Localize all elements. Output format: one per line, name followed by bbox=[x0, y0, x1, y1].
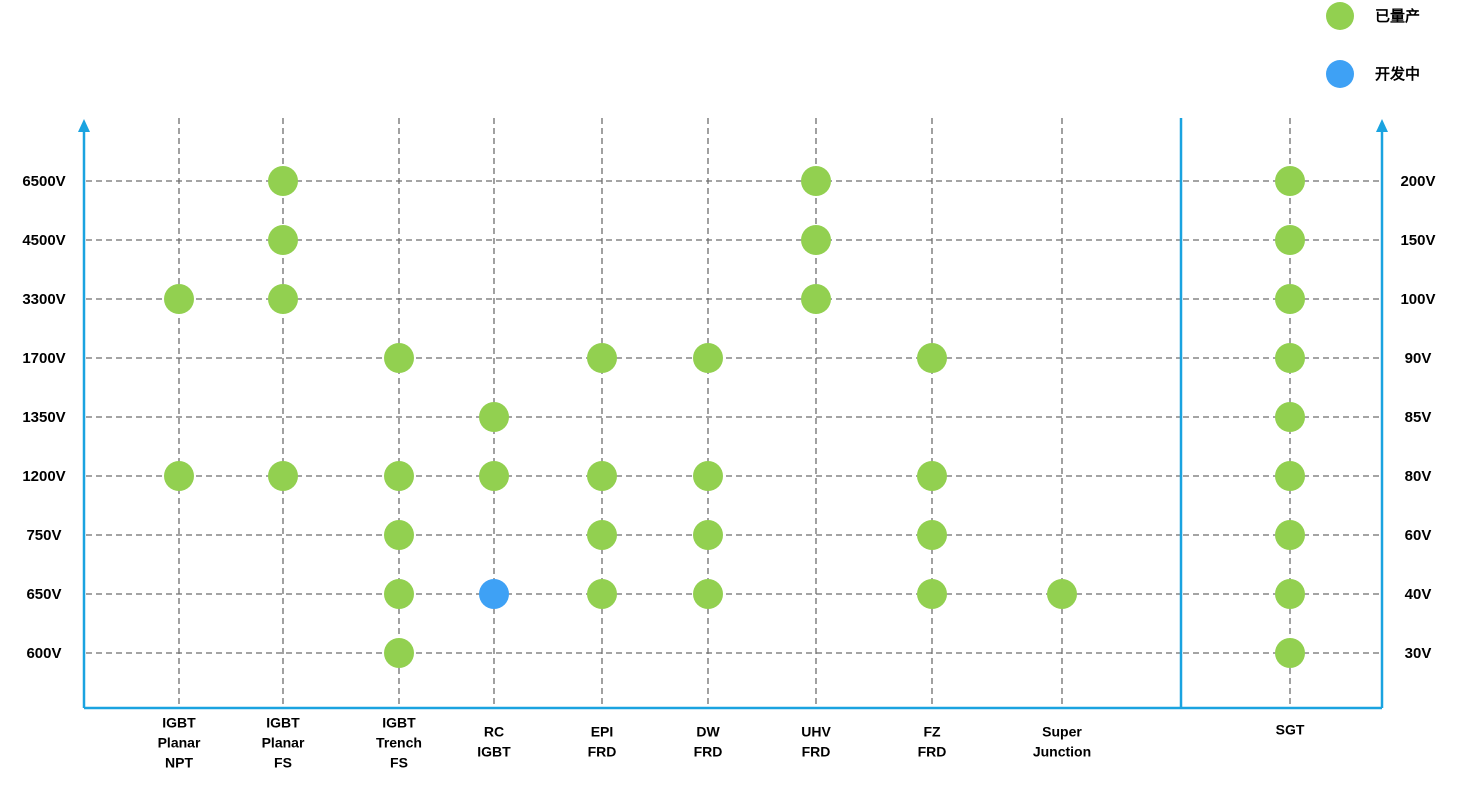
status-dot bbox=[268, 284, 298, 314]
status-dot bbox=[693, 343, 723, 373]
column-label: IGBT bbox=[162, 715, 196, 731]
status-dot bbox=[587, 579, 617, 609]
row-label: 60V bbox=[1405, 527, 1432, 544]
column-label: FRD bbox=[694, 744, 723, 760]
column-label: FS bbox=[390, 755, 408, 771]
arrow bbox=[78, 119, 90, 132]
status-dot bbox=[1275, 638, 1305, 668]
column-label: IGBT bbox=[266, 715, 300, 731]
row-label: 30V bbox=[1405, 645, 1432, 662]
row-label: 3300V bbox=[22, 291, 65, 308]
column-label: NPT bbox=[165, 755, 193, 771]
column-label: Super bbox=[1042, 724, 1082, 740]
status-dot bbox=[164, 284, 194, 314]
status-dot bbox=[1047, 579, 1077, 609]
row-label: 90V bbox=[1405, 350, 1432, 367]
legend-dot bbox=[1326, 2, 1354, 30]
column-label: Trench bbox=[376, 735, 422, 751]
status-dot bbox=[917, 343, 947, 373]
column-label: Planar bbox=[262, 735, 305, 751]
status-dot bbox=[384, 520, 414, 550]
column-label: FRD bbox=[588, 744, 617, 760]
status-dot bbox=[384, 461, 414, 491]
status-dot bbox=[1275, 402, 1305, 432]
status-dot bbox=[268, 225, 298, 255]
row-label: 6500V bbox=[22, 173, 65, 190]
status-dot bbox=[479, 461, 509, 491]
status-dot bbox=[587, 520, 617, 550]
status-dot bbox=[1275, 461, 1305, 491]
status-dot bbox=[587, 343, 617, 373]
status-dot bbox=[268, 166, 298, 196]
column-label: FZ bbox=[923, 724, 941, 740]
row-label: 4500V bbox=[22, 232, 65, 249]
row-label: 750V bbox=[26, 527, 61, 544]
status-dot bbox=[1275, 579, 1305, 609]
status-dot bbox=[164, 461, 194, 491]
column-label: IGBT bbox=[382, 715, 416, 731]
row-label: 100V bbox=[1400, 291, 1435, 308]
status-dot bbox=[1275, 520, 1305, 550]
status-dot bbox=[917, 520, 947, 550]
column-label: FS bbox=[274, 755, 292, 771]
row-label: 150V bbox=[1400, 232, 1435, 249]
column-label: Planar bbox=[158, 735, 201, 751]
row-label: 1350V bbox=[22, 409, 65, 426]
status-dot bbox=[479, 579, 509, 609]
status-dot bbox=[587, 461, 617, 491]
legend-dot bbox=[1326, 60, 1354, 88]
column-label: UHV bbox=[801, 724, 831, 740]
row-label: 650V bbox=[26, 586, 61, 603]
status-dot bbox=[693, 461, 723, 491]
column-label: EPI bbox=[591, 724, 614, 740]
column-label: FRD bbox=[802, 744, 831, 760]
status-dot bbox=[384, 343, 414, 373]
legend-label: 已量产 bbox=[1375, 7, 1420, 25]
status-dot bbox=[917, 579, 947, 609]
legend-label: 开发中 bbox=[1375, 65, 1420, 83]
column-label: SGT bbox=[1276, 722, 1305, 738]
status-dot bbox=[693, 520, 723, 550]
row-label: 1700V bbox=[22, 350, 65, 367]
column-label: Junction bbox=[1033, 744, 1091, 760]
column-label: FRD bbox=[918, 744, 947, 760]
status-dot bbox=[801, 225, 831, 255]
row-label: 85V bbox=[1405, 409, 1432, 426]
status-dot bbox=[801, 284, 831, 314]
column-label: IGBT bbox=[477, 744, 511, 760]
status-dot bbox=[268, 461, 298, 491]
status-dot bbox=[917, 461, 947, 491]
arrow bbox=[1376, 119, 1388, 132]
status-dot bbox=[384, 579, 414, 609]
status-dot bbox=[1275, 343, 1305, 373]
row-label: 200V bbox=[1400, 173, 1435, 190]
row-label: 600V bbox=[26, 645, 61, 662]
status-dot bbox=[1275, 284, 1305, 314]
column-label: DW bbox=[696, 724, 720, 740]
status-dot bbox=[1275, 225, 1305, 255]
status-dot bbox=[693, 579, 723, 609]
status-dot bbox=[801, 166, 831, 196]
row-label: 40V bbox=[1405, 586, 1432, 603]
column-label: RC bbox=[484, 724, 504, 740]
row-label: 1200V bbox=[22, 468, 65, 485]
row-label: 80V bbox=[1405, 468, 1432, 485]
status-dot bbox=[384, 638, 414, 668]
status-dot bbox=[479, 402, 509, 432]
status-dot bbox=[1275, 166, 1305, 196]
